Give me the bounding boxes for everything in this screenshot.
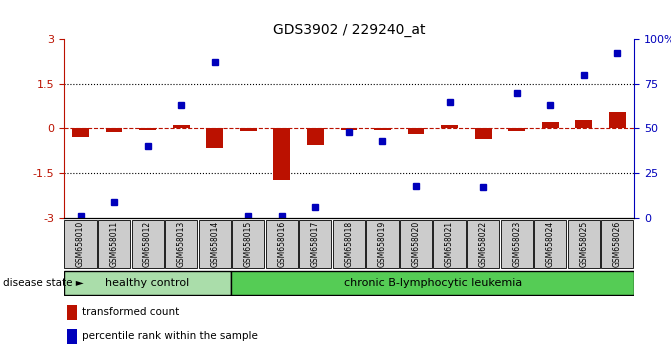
FancyBboxPatch shape xyxy=(333,221,365,268)
FancyBboxPatch shape xyxy=(132,221,164,268)
Text: GSM658023: GSM658023 xyxy=(512,221,521,267)
Text: GSM658011: GSM658011 xyxy=(109,221,119,267)
Text: GSM658024: GSM658024 xyxy=(546,221,555,267)
FancyBboxPatch shape xyxy=(98,221,130,268)
Text: GSM658026: GSM658026 xyxy=(613,221,622,267)
Bar xyxy=(307,129,323,145)
Text: percentile rank within the sample: percentile rank within the sample xyxy=(82,331,258,342)
Text: GSM658018: GSM658018 xyxy=(344,221,354,267)
Text: disease state ►: disease state ► xyxy=(3,278,84,288)
Text: GSM658017: GSM658017 xyxy=(311,221,320,267)
Bar xyxy=(66,304,77,320)
Text: GSM658022: GSM658022 xyxy=(478,221,488,267)
FancyBboxPatch shape xyxy=(568,221,600,268)
Bar xyxy=(66,329,77,344)
FancyBboxPatch shape xyxy=(366,221,399,268)
FancyBboxPatch shape xyxy=(64,270,231,295)
FancyBboxPatch shape xyxy=(433,221,466,268)
Bar xyxy=(374,129,391,130)
FancyBboxPatch shape xyxy=(199,221,231,268)
FancyBboxPatch shape xyxy=(601,221,633,268)
Text: GSM658021: GSM658021 xyxy=(445,221,454,267)
FancyBboxPatch shape xyxy=(467,221,499,268)
FancyBboxPatch shape xyxy=(266,221,298,268)
FancyBboxPatch shape xyxy=(501,221,533,268)
Bar xyxy=(274,129,290,181)
Text: GSM658020: GSM658020 xyxy=(411,221,421,267)
Bar xyxy=(542,122,558,129)
Bar xyxy=(140,129,156,130)
Bar xyxy=(172,125,189,129)
FancyBboxPatch shape xyxy=(165,221,197,268)
FancyBboxPatch shape xyxy=(231,270,634,295)
Bar xyxy=(105,129,122,132)
Bar xyxy=(474,129,491,139)
Bar xyxy=(207,129,223,148)
Bar xyxy=(509,129,525,131)
Bar xyxy=(575,120,592,129)
Text: GSM658014: GSM658014 xyxy=(210,221,219,267)
Text: GSM658025: GSM658025 xyxy=(579,221,588,267)
Text: healthy control: healthy control xyxy=(105,278,190,288)
Bar xyxy=(407,129,424,134)
FancyBboxPatch shape xyxy=(299,221,331,268)
Text: GSM658013: GSM658013 xyxy=(176,221,186,267)
Bar xyxy=(609,112,625,129)
Text: transformed count: transformed count xyxy=(82,307,179,317)
Text: chronic B-lymphocytic leukemia: chronic B-lymphocytic leukemia xyxy=(344,278,522,288)
Text: GSM658019: GSM658019 xyxy=(378,221,387,267)
FancyBboxPatch shape xyxy=(232,221,264,268)
FancyBboxPatch shape xyxy=(400,221,432,268)
FancyBboxPatch shape xyxy=(534,221,566,268)
Bar xyxy=(72,129,89,137)
Text: GSM658010: GSM658010 xyxy=(76,221,85,267)
Bar xyxy=(340,129,357,130)
Bar xyxy=(442,125,458,129)
Text: GSM658015: GSM658015 xyxy=(244,221,253,267)
FancyBboxPatch shape xyxy=(64,221,97,268)
Bar xyxy=(240,129,256,131)
Text: GSM658016: GSM658016 xyxy=(277,221,287,267)
Text: GSM658012: GSM658012 xyxy=(143,221,152,267)
Title: GDS3902 / 229240_at: GDS3902 / 229240_at xyxy=(272,23,425,36)
